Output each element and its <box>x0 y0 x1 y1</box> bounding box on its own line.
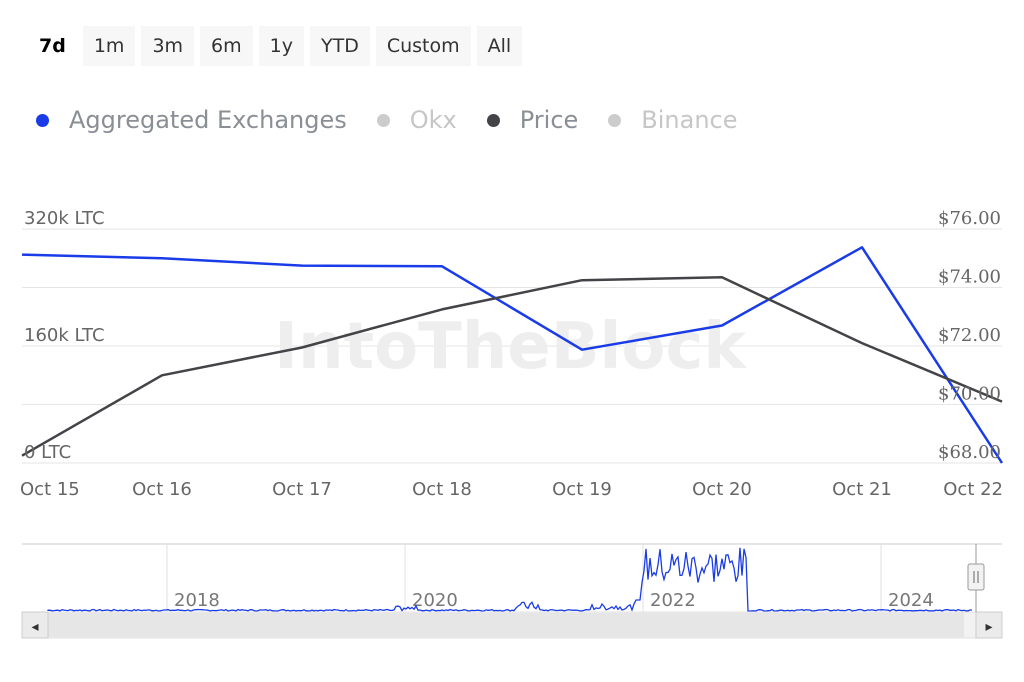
right-tick-label: $68.00 <box>938 442 1001 463</box>
range-button-custom[interactable]: Custom <box>375 26 471 66</box>
left-tick-label: 0 LTC <box>24 442 71 463</box>
range-button-1y[interactable]: 1y <box>258 26 304 66</box>
range-button-3m[interactable]: 3m <box>141 26 195 66</box>
grid-lines <box>22 228 1002 464</box>
range-button-6m[interactable]: 6m <box>200 26 253 66</box>
series-line-price <box>21 276 1003 457</box>
navigator-year-label: 2018 <box>174 590 220 611</box>
legend-label: Okx <box>409 106 457 134</box>
range-button-all[interactable]: All <box>476 26 523 66</box>
legend-item-price[interactable]: Price <box>486 106 579 134</box>
navigator[interactable]: 2018 2020 2022 2024 ◂ ▸ <box>21 543 1003 639</box>
scroll-right-icon: ▸ <box>985 619 992 635</box>
x-tick-label: Oct 22 <box>943 479 1003 500</box>
navigator-year-label: 2024 <box>888 590 934 611</box>
legend-label: Aggregated Exchanges <box>69 106 347 134</box>
navigator-series-line <box>47 547 972 612</box>
x-tick-label: Oct 15 <box>20 479 80 500</box>
series-group <box>21 246 1004 464</box>
range-button-1m[interactable]: 1m <box>82 26 136 66</box>
range-button-7d[interactable]: 7d <box>28 26 77 66</box>
right-axis: $68.00 $70.00 $72.00 $74.00 $76.00 <box>938 208 1001 463</box>
scroll-left-button[interactable] <box>21 611 49 639</box>
legend-item-binance[interactable]: Binance <box>608 106 738 134</box>
x-tick-label: Oct 19 <box>552 479 612 500</box>
scroll-left-icon: ◂ <box>31 619 38 635</box>
right-tick-label: $70.00 <box>938 384 1001 405</box>
x-tick-label: Oct 21 <box>832 479 892 500</box>
legend-item-aggregated-exchanges[interactable]: Aggregated Exchanges <box>36 106 347 134</box>
left-axis: 0 LTC 160k LTC 320k LTC <box>24 208 105 463</box>
navigator-year-label: 2020 <box>412 590 458 611</box>
x-tick-label: Oct 16 <box>132 479 192 500</box>
watermark: IntoTheBlock <box>274 310 747 384</box>
legend-item-okx[interactable]: Okx <box>376 106 457 134</box>
legend-label: Price <box>519 106 579 134</box>
x-axis: Oct 15 Oct 16 Oct 17 Oct 18 Oct 19 Oct 20 Oct … <box>20 479 1003 500</box>
legend-dot-icon <box>36 113 49 127</box>
legend-dot-icon <box>608 113 622 127</box>
range-selector: 7d 1m 3m 6m 1y YTD Custom All <box>28 26 523 68</box>
legend-dot-icon <box>486 113 500 127</box>
x-tick-label: Oct 18 <box>412 479 472 500</box>
right-tick-label: $74.00 <box>938 267 1001 288</box>
series-line-aggregated-exchanges <box>21 246 1004 464</box>
navigator-handle[interactable] <box>967 563 985 591</box>
x-tick-label: Oct 20 <box>692 479 752 500</box>
scroll-right-button[interactable] <box>975 611 1003 639</box>
navigator-year-label: 2022 <box>650 590 696 611</box>
right-tick-label: $72.00 <box>938 325 1001 346</box>
legend-label: Binance <box>641 106 738 134</box>
legend-dot-icon <box>376 113 390 127</box>
range-button-ytd[interactable]: YTD <box>310 26 370 66</box>
right-tick-label: $76.00 <box>938 208 1001 229</box>
navigator-scrollbar-thumb[interactable] <box>48 613 964 637</box>
x-tick-label: Oct 17 <box>272 479 332 500</box>
left-tick-label: 320k LTC <box>24 208 105 229</box>
left-tick-label: 160k LTC <box>24 325 105 346</box>
legend: Aggregated Exchanges Okx Price Binance <box>36 106 738 134</box>
